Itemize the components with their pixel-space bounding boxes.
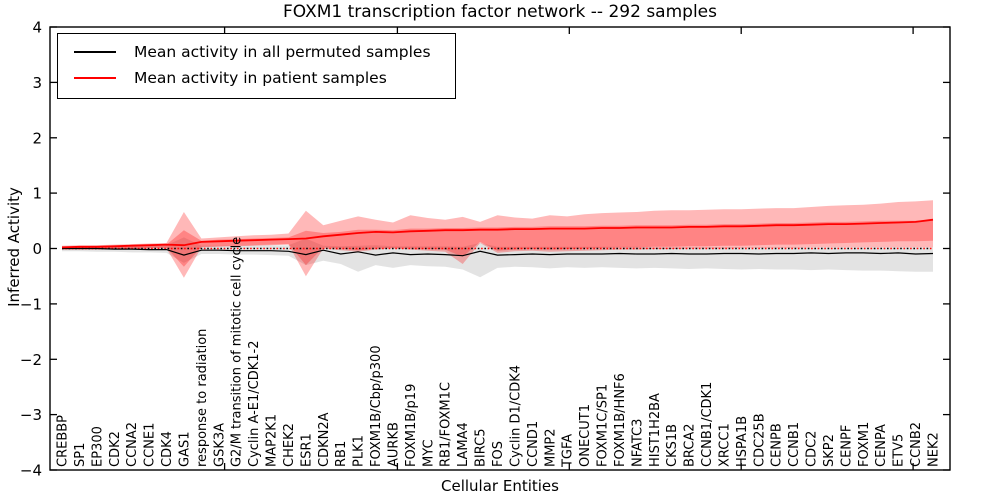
y-tick-label: 0 bbox=[32, 240, 42, 258]
x-tick-label: CDKN2A bbox=[317, 412, 332, 467]
x-tick-label: GAS1 bbox=[177, 432, 192, 468]
x-tick-label: Cyclin D1/CDK4 bbox=[508, 365, 523, 467]
x-tick-label: FOS bbox=[491, 441, 506, 467]
x-tick-label: FOXM1 bbox=[857, 422, 872, 467]
x-tick-label: Cyclin A-E1/CDK1-2 bbox=[247, 340, 262, 467]
x-tick-label: CCND1 bbox=[526, 421, 541, 467]
x-tick-label: ESR1 bbox=[299, 433, 314, 467]
x-tick-label: HSPA1B bbox=[735, 416, 750, 467]
legend-item-permuted: Mean activity in all permuted samples bbox=[74, 43, 431, 61]
x-axis-label: Cellular Entities bbox=[441, 477, 559, 495]
x-tick-label: CCNB1/CDK1 bbox=[700, 382, 715, 467]
x-tick-label: MYC bbox=[421, 439, 436, 467]
legend-item-patient: Mean activity in patient samples bbox=[74, 69, 431, 87]
legend-label: Mean activity in all permuted samples bbox=[134, 43, 431, 61]
patient-band-inner bbox=[62, 219, 933, 267]
permuted-mean-line bbox=[62, 247, 934, 257]
x-tick-label: MAP2K1 bbox=[265, 414, 280, 467]
x-tick-label: AURKB bbox=[387, 422, 402, 467]
x-tick-label: CENPB bbox=[770, 423, 785, 467]
x-tick-label: G2/M transition of mitotic cell cycle bbox=[230, 237, 245, 467]
x-tick-label: NFATC3 bbox=[630, 419, 645, 467]
x-tick-label: CDC2 bbox=[805, 431, 820, 467]
x-tick-label: RB1/FOXM1C bbox=[439, 382, 454, 467]
y-axis-label: Inferred Activity bbox=[5, 187, 23, 307]
x-tick-label: EP300 bbox=[90, 426, 105, 467]
x-tick-label: MMP2 bbox=[543, 428, 558, 467]
x-tick-label: CHEK2 bbox=[282, 423, 297, 467]
x-tick-label: CKS1B bbox=[665, 424, 680, 467]
x-tick-label: HIST1H2BA bbox=[648, 393, 663, 467]
y-tick-label: −4 bbox=[20, 462, 42, 480]
patient-band-outer bbox=[62, 200, 933, 278]
x-tick-label: LAMA4 bbox=[456, 422, 471, 467]
y-tick-label: 4 bbox=[32, 19, 42, 37]
x-tick-label: CCNA2 bbox=[125, 422, 140, 467]
x-tick-label: GSK3A bbox=[212, 423, 227, 467]
legend-label: Mean activity in patient samples bbox=[134, 69, 387, 87]
x-tick-label: CDK2 bbox=[108, 431, 123, 467]
x-tick-label: CCNE1 bbox=[143, 423, 158, 467]
x-tick-label: BIRC5 bbox=[474, 429, 489, 467]
chart-title: FOXM1 transcription factor network -- 29… bbox=[283, 2, 717, 22]
x-tick-label: SKP2 bbox=[822, 434, 837, 467]
y-tick-label: −2 bbox=[20, 351, 42, 369]
legend: Mean activity in all permuted samples Me… bbox=[57, 33, 456, 99]
x-tick-label: FOXM1B/HNF6 bbox=[613, 373, 628, 467]
x-tick-label: PLK1 bbox=[352, 435, 367, 467]
y-tick-label: −3 bbox=[20, 406, 42, 424]
x-tick-label: CENPA bbox=[874, 424, 889, 467]
x-tick-label: CENPF bbox=[839, 425, 854, 467]
x-tick-label: SP1 bbox=[73, 443, 88, 467]
x-tick-label: FOXM1C/SP1 bbox=[596, 384, 611, 467]
legend-line-sample-red bbox=[74, 77, 116, 79]
x-tick-label: ETV5 bbox=[892, 434, 907, 467]
x-tick-label: response to radiation bbox=[195, 329, 210, 467]
x-tick-label: NEK2 bbox=[927, 432, 942, 467]
y-tick-label: 1 bbox=[32, 185, 42, 203]
x-tick-label: CDK4 bbox=[160, 431, 175, 467]
permuted-band bbox=[62, 237, 933, 278]
x-tick-label: ONECUT1 bbox=[578, 404, 593, 467]
x-tick-label: CCNB1 bbox=[787, 422, 802, 467]
legend-line-sample-black bbox=[74, 51, 116, 53]
x-tick-label: FOXM1B/p19 bbox=[404, 384, 419, 467]
x-tick-label: CCNB2 bbox=[909, 422, 924, 467]
x-tick-label: CREBBP bbox=[56, 415, 71, 467]
x-tick-label: XRCC1 bbox=[718, 423, 733, 467]
y-tick-label: 3 bbox=[32, 74, 42, 92]
x-tick-label: TGFA bbox=[561, 434, 576, 468]
x-tick-label: FOXM1B/Cbp/p300 bbox=[369, 345, 384, 467]
y-tick-label: 2 bbox=[32, 129, 42, 147]
patient-mean-line bbox=[61, 218, 934, 249]
x-tick-label: BRCA2 bbox=[683, 423, 698, 467]
y-tick-label: −1 bbox=[20, 295, 42, 313]
x-tick-label: RB1 bbox=[334, 441, 349, 467]
x-tick-label: CDC25B bbox=[752, 413, 767, 467]
